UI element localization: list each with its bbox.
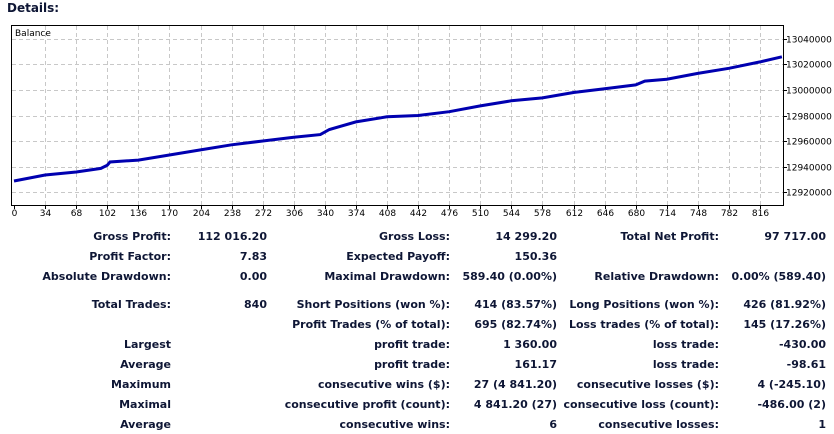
stat-value: 589.40 (0.00%) [462, 270, 558, 283]
y-axis: 13040000 13020000 13000000 12980000 12960000… [783, 36, 832, 199]
stats-row: Average consecutive wins: 6 consecutive los… [0, 416, 834, 434]
stat-value: 145 (17.26%) [743, 318, 826, 331]
stat-label: consecutive wins: [339, 418, 450, 431]
x-tick-label: 34 [40, 209, 52, 219]
stat-value: 4 (-245.10) [757, 378, 826, 391]
stat-value: 7.83 [239, 250, 267, 263]
stat-label: Maximal [119, 398, 171, 411]
x-tick-label: 442 [410, 209, 427, 219]
y-tick-label: 13020000 [786, 61, 832, 71]
stat-value: 0.00 [239, 270, 267, 283]
x-tick-label: 510 [472, 209, 489, 219]
stat-label: profit trade: [374, 358, 450, 371]
stat-label: Total Net Profit: [620, 230, 720, 243]
x-tick-label: 204 [193, 209, 210, 219]
x-tick-label: 544 [503, 209, 520, 219]
x-tick-label: 578 [534, 209, 551, 219]
x-tick-label: 238 [224, 209, 241, 219]
y-tick-label: 12940000 [786, 164, 832, 174]
x-tick-label: 306 [286, 209, 303, 219]
y-tick-label: 13000000 [786, 87, 832, 97]
stats-row: Total Trades: 840 Short Positions (won %):… [0, 296, 834, 314]
x-tick-label: 340 [317, 209, 334, 219]
stat-label: Gross Loss: [379, 230, 450, 243]
stat-value: 161.17 [514, 358, 557, 371]
x-tick-label: 136 [130, 209, 147, 219]
x-tick-label: 646 [597, 209, 614, 219]
x-axis: 0 34 68 102 136 170 204 238 272 306 340 374 408 442 47… [12, 205, 769, 219]
stat-label: Average [120, 418, 171, 431]
stat-value: 97 717.00 [764, 230, 826, 243]
stat-value: 27 (4 841.20) [473, 378, 557, 391]
stat-label: profit trade: [374, 338, 450, 351]
stats-row: Maximal consecutive profit (count): 4 841.… [0, 396, 834, 414]
stat-label: Loss trades (% of total): [568, 318, 719, 331]
stat-label: consecutive wins ($): [317, 378, 450, 391]
x-tick-label: 0 [12, 209, 18, 219]
stats-row: Profit Trades (% of total): 695 (82.74%) L… [0, 316, 834, 334]
stat-label: consecutive losses: [598, 418, 719, 431]
stat-value: 14 299.20 [495, 230, 557, 243]
x-tick-label: 816 [752, 209, 769, 219]
stat-label: Relative Drawdown: [594, 270, 719, 283]
stats-row: Profit Factor: 7.83 Expected Payoff: 150.36 [0, 248, 834, 266]
x-tick-label: 68 [71, 209, 83, 219]
stat-label: consecutive losses ($): [576, 378, 719, 391]
stat-value: 426 (81.92%) [743, 298, 826, 311]
stat-label: consecutive profit (count): [284, 398, 450, 411]
stat-label: Long Positions (won %): [569, 298, 719, 311]
stat-label: Short Positions (won %): [296, 298, 450, 311]
stat-value: -430.00 [778, 338, 826, 351]
stat-label: Profit Trades (% of total): [292, 318, 450, 331]
stat-label: Maximum [111, 378, 171, 391]
stat-label: Largest [124, 338, 171, 351]
balance-chart: Balance 0 34 68 102 136 170 204 238 272 306 340 374… [11, 25, 832, 219]
stat-value: 695 (82.74%) [474, 318, 557, 331]
stat-value: 6 [549, 418, 557, 431]
x-tick-label: 170 [161, 209, 178, 219]
y-tick-label: 12920000 [786, 189, 832, 199]
x-tick-label: 612 [566, 209, 583, 219]
x-tick-label: 272 [255, 209, 272, 219]
stat-value: 1 [818, 418, 826, 431]
x-tick-label: 782 [721, 209, 738, 219]
stats-row: Maximum consecutive wins ($): 27 (4 841.20… [0, 376, 834, 394]
stat-value: 414 (83.57%) [474, 298, 557, 311]
stat-label: Average [120, 358, 171, 371]
stat-value: 4 841.20 (27) [473, 398, 557, 411]
stat-value: 1 360.00 [503, 338, 557, 351]
x-tick-label: 102 [99, 209, 116, 219]
stats-row: Gross Profit: 112 016.20 Gross Loss: 14 299… [0, 228, 834, 246]
x-tick-label: 714 [659, 209, 676, 219]
stat-label: Gross Profit: [93, 230, 171, 243]
stat-label: Maximal Drawdown: [324, 270, 450, 283]
stats-row: Average profit trade: 161.17 loss trade: -98… [0, 356, 834, 374]
stat-value: -486.00 (2) [757, 398, 826, 411]
stat-value: 112 016.20 [197, 230, 267, 243]
balance-line [13, 55, 783, 183]
stat-label: loss trade: [652, 358, 719, 371]
stat-value: 0.00% (589.40) [731, 270, 827, 283]
stat-value: 150.36 [514, 250, 557, 263]
stat-label: consecutive loss (count): [563, 398, 719, 411]
stat-label: Profit Factor: [89, 250, 171, 263]
y-tick-label: 12980000 [786, 113, 832, 123]
y-tick-label: 13040000 [786, 36, 832, 46]
stats-row: Largest profit trade: 1 360.00 loss trade: -… [0, 336, 834, 354]
x-tick-label: 408 [379, 209, 396, 219]
stat-label: Total Trades: [91, 298, 171, 311]
x-tick-label: 680 [628, 209, 645, 219]
stat-value: -98.61 [786, 358, 826, 371]
y-tick-label: 12960000 [786, 138, 832, 148]
stat-label: loss trade: [652, 338, 719, 351]
x-tick-label: 374 [348, 209, 365, 219]
stat-label: Expected Payoff: [346, 250, 450, 263]
x-tick-label: 476 [441, 209, 458, 219]
x-tick-label: 748 [690, 209, 707, 219]
stat-value: 840 [244, 298, 267, 311]
details-title: Details: [7, 1, 60, 15]
stat-label: Absolute Drawdown: [42, 270, 171, 283]
chart-title: Balance [15, 29, 51, 39]
stats-row: Absolute Drawdown: 0.00 Maximal Drawdown: 5… [0, 268, 834, 286]
